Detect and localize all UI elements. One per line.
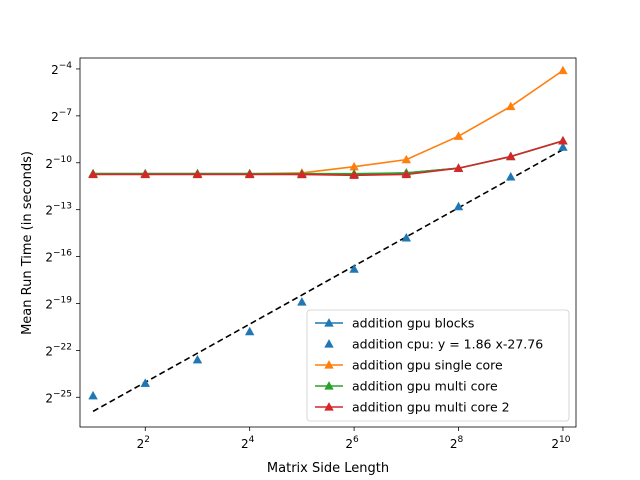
data-point: [401, 169, 412, 179]
fit-line: [92, 148, 564, 413]
data-point: [140, 378, 150, 387]
legend-entry: addition cpu: y = 1.86 x-27.76: [324, 337, 543, 352]
data-point: [453, 131, 464, 140]
data-point: [349, 264, 359, 273]
data-point: [558, 136, 568, 145]
data-point: [88, 169, 98, 179]
legend-label: addition gpu multi core: [352, 379, 498, 394]
series-1: [88, 142, 568, 400]
data-point: [244, 326, 255, 336]
data-point: [506, 172, 516, 181]
data-point: [192, 354, 203, 364]
data-point: [453, 163, 464, 172]
data-point: [506, 151, 516, 161]
y-tick-label: 2−10: [45, 155, 72, 171]
data-point: [506, 101, 516, 111]
legend-label: addition gpu single core: [352, 358, 503, 373]
data-point: [297, 297, 307, 306]
data-point: [244, 169, 255, 179]
legend-entry: addition gpu multi core: [315, 379, 498, 394]
data-point: [401, 232, 412, 242]
plot-area: [88, 65, 568, 413]
y-tick-label: 2−22: [45, 342, 72, 358]
data-point: [88, 390, 98, 400]
y-tick-label: 2−19: [45, 295, 72, 311]
data-point: [297, 169, 307, 179]
y-tick-label: 2−25: [45, 389, 72, 405]
axis-ticks: 22 24 26 28 2102−42−72−102−132−162−192−222−2…: [45, 61, 570, 451]
legend-marker: [324, 360, 334, 369]
data-point: [192, 169, 203, 179]
data-point: [401, 154, 412, 164]
legend-entry: addition gpu single core: [315, 358, 503, 373]
legend-marker: [324, 339, 334, 348]
data-point: [558, 142, 568, 151]
legend-entry: addition gpu multi core 2: [315, 400, 510, 415]
legend-entry: addition gpu blocks: [315, 316, 474, 331]
legend-label: addition gpu blocks: [352, 316, 474, 331]
legend: addition gpu blocks addition cpu: y = 1.8…: [306, 309, 570, 422]
data-point: [453, 201, 464, 211]
series-4: [88, 136, 568, 179]
data-point: [140, 169, 150, 179]
y-tick-label: 2−7: [51, 108, 72, 124]
legend-label: addition gpu multi core 2: [352, 400, 510, 415]
legend-label: addition cpu: y = 1.86 x-27.76: [352, 337, 543, 352]
legend-box: [306, 309, 570, 422]
y-tick-label: 2−16: [45, 249, 72, 265]
data-point: [558, 65, 568, 75]
y-tick-label: 2−13: [45, 202, 72, 218]
legend-marker: [324, 402, 334, 411]
series-line: [93, 140, 564, 177]
axes-frame: [79, 57, 577, 428]
y-axis-label: Mean Run Time (in seconds): [20, 151, 35, 335]
legend-marker: [324, 381, 334, 390]
data-point: [349, 170, 359, 179]
x-axis-label: Matrix Side Length: [267, 461, 389, 476]
y-tick-label: 2−4: [51, 61, 72, 77]
legend-marker: [324, 318, 334, 327]
